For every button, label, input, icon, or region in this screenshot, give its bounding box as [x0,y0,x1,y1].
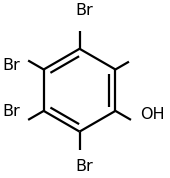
Text: Br: Br [2,104,20,119]
Text: OH: OH [141,107,165,122]
Text: Br: Br [2,58,20,73]
Text: Br: Br [75,159,93,174]
Text: Br: Br [75,3,93,18]
